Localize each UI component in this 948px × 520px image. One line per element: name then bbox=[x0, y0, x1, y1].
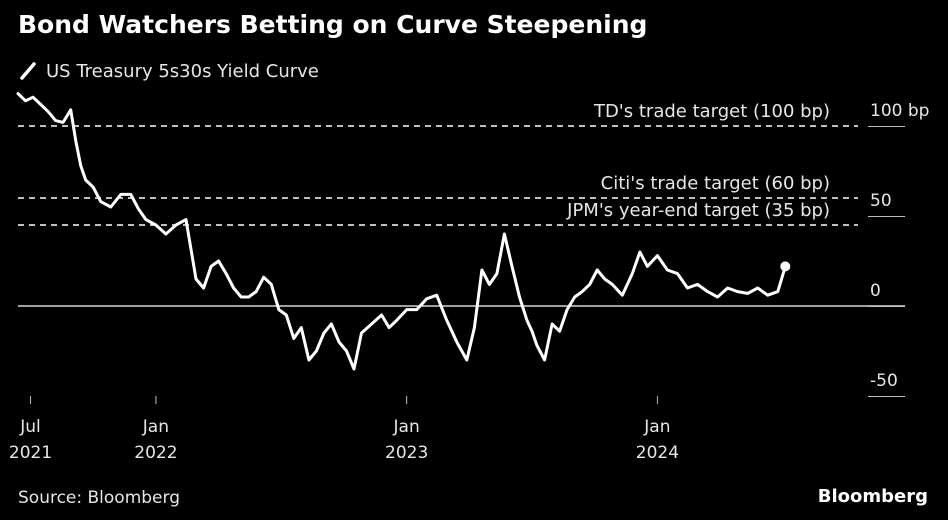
reference-label: Citi's trade target (60 bp) bbox=[601, 173, 830, 194]
series-layer bbox=[16, 92, 791, 371]
x-tick-month: Jan bbox=[643, 417, 670, 437]
last-value-marker bbox=[780, 261, 791, 272]
series-line-yield-curve bbox=[16, 92, 787, 371]
bloomberg-logo: Bloomberg bbox=[817, 486, 928, 507]
x-tick-year: 2021 bbox=[9, 443, 52, 463]
legend-label: US Treasury 5s30s Yield Curve bbox=[46, 60, 319, 82]
x-tick-year: 2023 bbox=[385, 443, 428, 463]
source-note: Source: Bloomberg bbox=[18, 488, 180, 508]
legend-line-icon bbox=[20, 62, 36, 80]
x-tick-year: 2022 bbox=[134, 443, 177, 463]
x-tick-month: Jan bbox=[142, 417, 169, 437]
y-tick-label: 100 bp bbox=[870, 101, 929, 121]
reference-label: JPM's year-end target (35 bp) bbox=[566, 200, 830, 221]
x-tick-month: Jul bbox=[19, 417, 41, 437]
x-tick-month: Jan bbox=[393, 417, 420, 437]
chart-legend: US Treasury 5s30s Yield Curve bbox=[18, 60, 319, 82]
reference-label: TD's trade target (100 bp) bbox=[593, 101, 830, 122]
axes: 100 bp 50 0 -50 Jul 2021 Jan 2022 Jan 2023 Jan 2024 bbox=[9, 101, 930, 463]
x-tick-year: 2024 bbox=[636, 443, 679, 463]
chart-title: Bond Watchers Betting on Curve Steepenin… bbox=[18, 10, 648, 39]
reference-lines: TD's trade target (100 bp) Citi's trade t… bbox=[18, 101, 858, 226]
y-tick-label: 50 bbox=[870, 191, 892, 211]
y-tick-label: -50 bbox=[870, 371, 898, 391]
y-tick-label: 0 bbox=[870, 281, 881, 301]
